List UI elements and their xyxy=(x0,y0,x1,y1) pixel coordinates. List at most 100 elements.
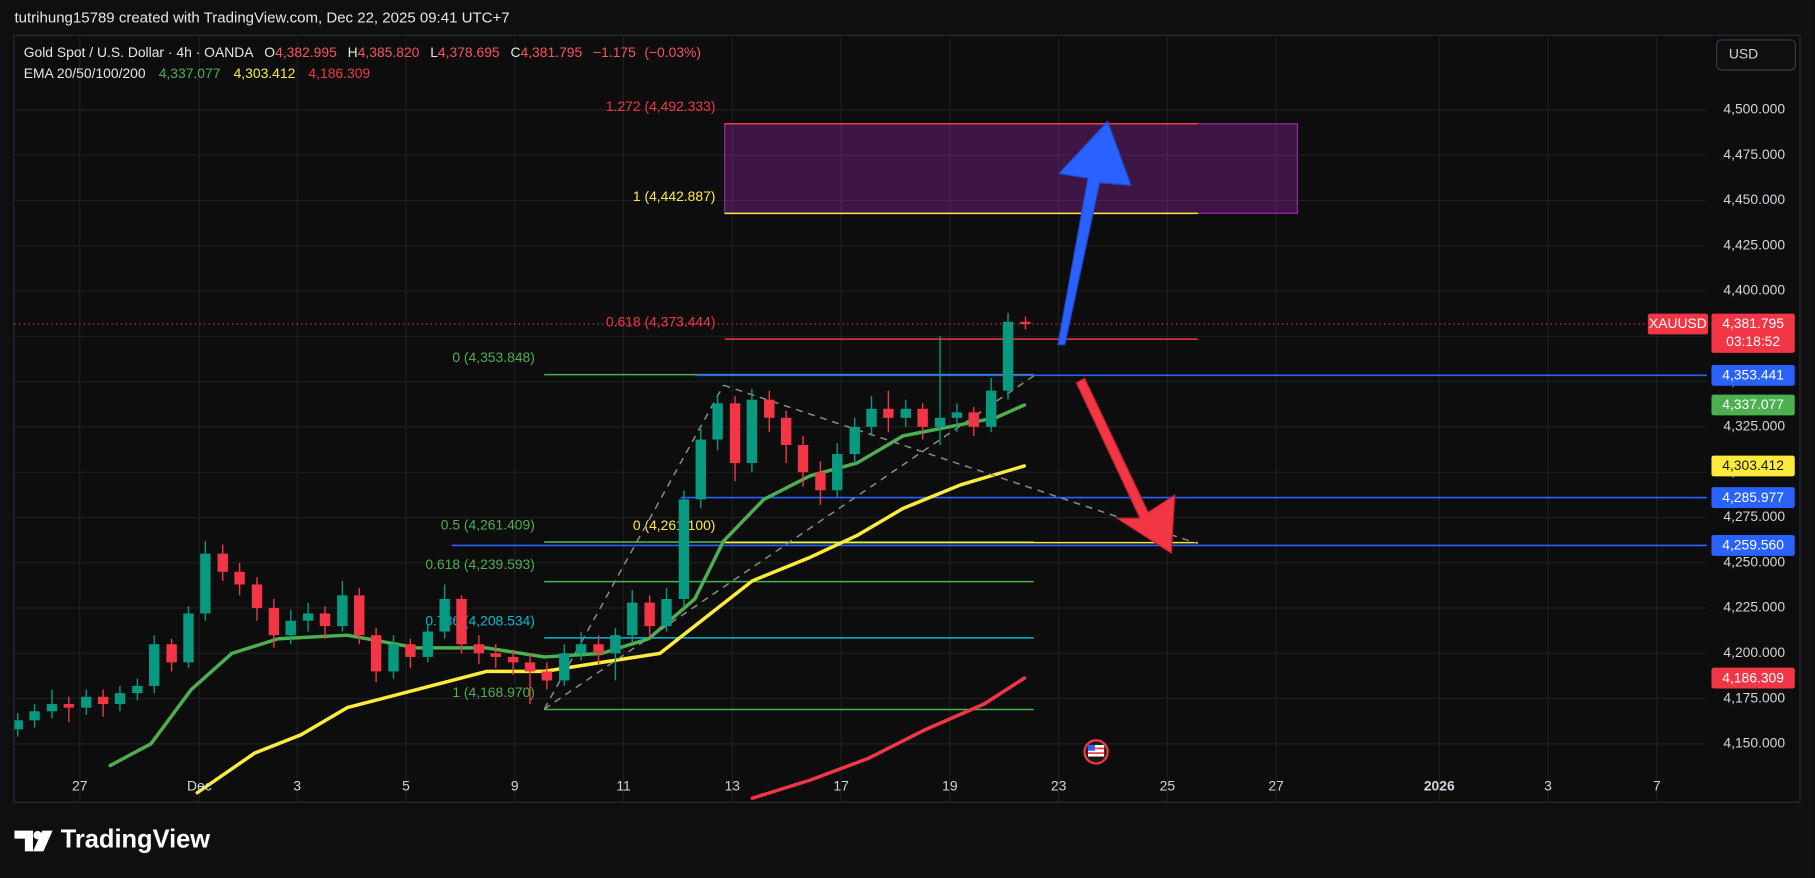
x-tick-label: 25 xyxy=(1160,777,1176,793)
ema-tag-label: 4,337.077 xyxy=(1722,396,1784,412)
candle-body xyxy=(968,412,979,427)
price-line-tag-label: 4,353.441 xyxy=(1722,367,1784,383)
ohlc-value: 4,385.820 xyxy=(358,44,420,60)
candle-body xyxy=(883,408,894,418)
ohlc-value: 4,382.995 xyxy=(275,44,337,60)
x-tick-label: Dec xyxy=(187,777,212,793)
ema-line xyxy=(108,403,1027,768)
candle-body xyxy=(183,613,194,663)
y-tick-label: 4,200.000 xyxy=(1723,644,1785,660)
ema-line xyxy=(195,464,1027,795)
candle-body xyxy=(388,644,399,672)
zones xyxy=(724,123,1298,214)
y-tick-label: 4,175.000 xyxy=(1723,689,1785,705)
candle-body xyxy=(729,403,741,464)
credit-line: tutrihung15789 created with TradingView.… xyxy=(14,9,509,26)
x-tick-label: 7 xyxy=(1653,777,1661,793)
y-tick-label: 4,450.000 xyxy=(1723,191,1785,207)
fib-label: 1.272 (4,492.333) xyxy=(606,98,716,114)
ema-tag xyxy=(1711,667,1795,689)
candle-body xyxy=(951,412,963,418)
indicator-value: 4,186.309 xyxy=(308,65,370,81)
x-tick-label: 27 xyxy=(72,777,88,793)
y-tick-label: 4,150.000 xyxy=(1723,735,1785,751)
flag-canton xyxy=(1087,744,1095,751)
fib-label: 1 (4,442.887) xyxy=(633,188,716,204)
indicator-value: 4,337.077 xyxy=(159,65,221,81)
candle-body xyxy=(132,685,143,694)
candle-body xyxy=(934,417,946,427)
candle-body xyxy=(337,595,348,627)
ema-line xyxy=(750,676,1027,800)
candle-body xyxy=(575,644,587,654)
candle-body xyxy=(149,644,160,686)
candle-body xyxy=(849,426,860,455)
candle-body xyxy=(81,696,92,708)
ohlc-key: L xyxy=(430,44,438,60)
candle-body xyxy=(29,711,40,721)
candle-body xyxy=(524,662,536,672)
y-tick-label: 4,225.000 xyxy=(1723,599,1785,615)
candle-body xyxy=(319,613,331,627)
candle-body xyxy=(541,671,553,681)
x-tick-label: 3 xyxy=(1544,777,1552,793)
candle-body xyxy=(268,608,280,636)
candle-body xyxy=(780,417,792,445)
candle-body xyxy=(712,403,723,440)
pattern-line xyxy=(543,375,1035,710)
candle-body xyxy=(422,631,433,657)
y-tick-label: 4,250.000 xyxy=(1723,553,1785,569)
x-tick-label: 5 xyxy=(402,777,410,793)
candle-body xyxy=(166,644,177,663)
candle-body xyxy=(46,704,58,712)
candle-body xyxy=(661,598,672,627)
symbol-label: XAUUSD xyxy=(1649,315,1707,331)
change-pct: (−0.03%) xyxy=(644,44,701,60)
last-price-tag xyxy=(1711,313,1795,353)
fib-label: 0.5 (4,261.409) xyxy=(441,517,535,533)
candle-body xyxy=(405,644,416,657)
fib-label: 0.618 (4,373.444) xyxy=(606,314,716,330)
legend-row: Gold Spot / U.S. Dollar · 4h · OANDA O4,… xyxy=(24,44,701,60)
currency-button[interactable] xyxy=(1716,39,1796,71)
candle-body xyxy=(251,584,263,609)
candles xyxy=(14,312,1031,737)
ohlc-key: O xyxy=(264,44,275,60)
price-line-tag xyxy=(1711,534,1795,556)
price-line-tag xyxy=(1711,364,1795,386)
ema-tag xyxy=(1711,455,1795,477)
price-tags: 4,353.441 4,285.977 4,259.560 XAUUSD 4,381.7… xyxy=(1647,313,1795,689)
x-tick-label: 3 xyxy=(293,777,301,793)
last-price-label: 4,381.795 xyxy=(1722,315,1784,331)
ema-tag xyxy=(1711,394,1795,416)
price-line-tag xyxy=(1711,487,1795,508)
candle-body xyxy=(917,408,928,427)
candle-body xyxy=(764,399,775,418)
ema-lines xyxy=(108,403,1027,800)
event-flag xyxy=(1083,739,1109,765)
x-tick-label: 19 xyxy=(942,777,958,793)
x-tick-label: 13 xyxy=(725,777,741,793)
fib-label: 0.786 (4,208.534) xyxy=(425,612,535,628)
candle-body xyxy=(97,696,109,705)
y-tick-label: 4,275.000 xyxy=(1723,508,1785,524)
candle-body xyxy=(473,644,485,654)
x-tick-label: 17 xyxy=(833,777,849,793)
candle-body xyxy=(490,653,501,657)
grid xyxy=(14,34,1707,802)
candle-body xyxy=(900,408,911,418)
candle-body xyxy=(1020,321,1031,324)
candle-body xyxy=(200,553,211,614)
fib-label: 0 (4,261.100) xyxy=(633,517,716,533)
candle-body xyxy=(1002,321,1014,391)
x-tick-label: 9 xyxy=(511,777,519,793)
candle-body xyxy=(610,635,621,654)
candle-body xyxy=(354,595,365,636)
ema-tag-label: 4,303.412 xyxy=(1722,457,1784,473)
symbol-badge xyxy=(1647,313,1708,335)
countdown: 03:18:52 xyxy=(1726,333,1780,349)
candle-body xyxy=(14,720,23,730)
fib-label: 1 (4,168.970) xyxy=(452,684,535,700)
chart-panel xyxy=(13,34,1801,803)
